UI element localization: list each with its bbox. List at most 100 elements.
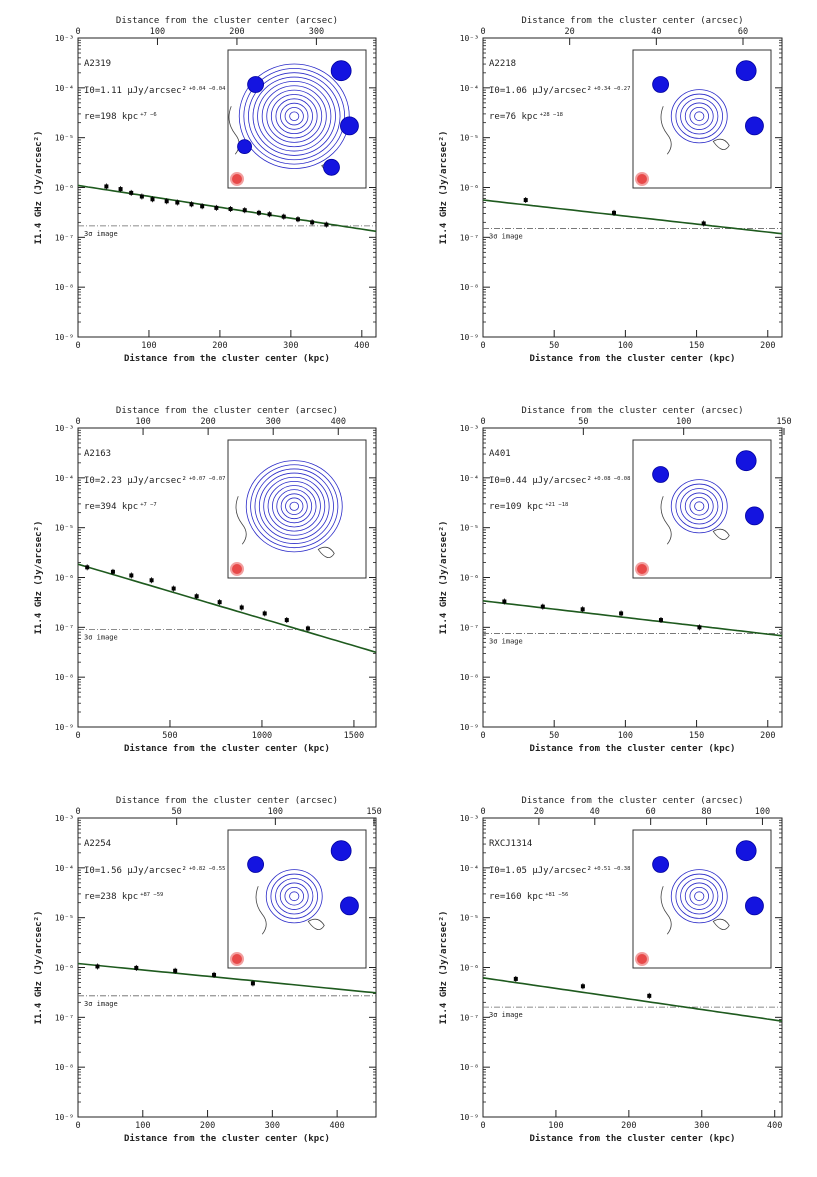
- y-tick-label: 10⁻⁹: [55, 723, 74, 732]
- top-x-axis-label: Distance from the cluster center (arcsec…: [521, 796, 743, 806]
- blue-contour: [280, 493, 308, 520]
- data-point: [173, 968, 178, 973]
- y-tick-label: 10⁻⁵: [55, 134, 74, 143]
- x-tick-label: 50: [549, 731, 559, 741]
- y-tick-label: 10⁻⁷: [55, 233, 74, 242]
- blue-contour: [270, 94, 318, 139]
- x-tick-label: 200: [760, 341, 775, 351]
- data-point: [658, 618, 663, 623]
- data-point: [580, 984, 585, 989]
- blue-contour: [289, 501, 300, 511]
- y-tick-label: 10⁻⁸: [460, 283, 479, 292]
- radio-image-inset: [227, 439, 367, 579]
- grey-contour: [660, 496, 672, 545]
- y-tick-label: 10⁻⁷: [55, 1013, 74, 1022]
- blue-contour: [689, 886, 709, 906]
- grey-contour: [235, 496, 247, 545]
- grey-contour: [317, 546, 335, 558]
- data-point: [262, 611, 267, 616]
- y-tick-label: 10⁻⁹: [55, 1113, 74, 1122]
- y-tick-label: 10⁻⁶: [55, 964, 74, 973]
- data-point: [171, 586, 176, 591]
- chart-panel-a2218: 10⁻⁹10⁻⁸10⁻⁷10⁻⁶10⁻⁵10⁻⁴10⁻³0 50 100 150 200…: [439, 16, 783, 364]
- cluster-name: A401: [489, 449, 511, 459]
- blue-contour: [680, 98, 719, 135]
- cluster-name: A2163: [84, 449, 111, 459]
- masked-source: [745, 506, 764, 526]
- y-tick-label: 10⁻⁶: [460, 574, 479, 583]
- y-tick-label: 10⁻⁹: [460, 723, 479, 732]
- y-axis-label: I1.4 GHz (Jy/arcsec²): [439, 131, 449, 245]
- x-tick-label: 100: [548, 1121, 563, 1131]
- masked-source: [330, 840, 352, 862]
- x-tick-label: 0: [75, 731, 80, 741]
- top-x-tick-label: 100: [150, 27, 165, 37]
- top-x-tick-label: 300: [309, 27, 324, 37]
- top-x-tick-label: 100: [268, 807, 283, 817]
- top-x-tick-label: 60: [646, 807, 656, 817]
- data-point: [149, 578, 154, 583]
- top-x-axis-label: Distance from the cluster center (arcsec…: [116, 16, 338, 26]
- masked-source: [247, 856, 265, 873]
- blue-contour: [254, 468, 334, 544]
- top-x-axis-label: Distance from the cluster center (arcsec…: [521, 406, 743, 416]
- data-point: [242, 208, 247, 213]
- top-x-tick-label: 60: [738, 27, 748, 37]
- data-point: [239, 605, 244, 610]
- blue-contour: [289, 891, 300, 902]
- data-point: [580, 607, 585, 612]
- top-x-tick-label: 0: [480, 807, 485, 817]
- masked-source: [735, 840, 757, 862]
- data-point: [611, 210, 616, 215]
- data-point: [217, 600, 222, 605]
- threshold-label: 3σ image: [489, 1011, 523, 1019]
- x-tick-label: 200: [621, 1121, 636, 1131]
- data-point: [150, 197, 155, 202]
- beam-marker: [230, 562, 244, 576]
- x-axis-label: Distance from the cluster center (kpc): [124, 743, 330, 754]
- data-point: [540, 604, 545, 609]
- model-curve: [77, 563, 377, 654]
- model-curve: [482, 977, 783, 1022]
- cluster-name: RXCJ1314: [489, 839, 532, 849]
- top-x-tick-label: 50: [578, 417, 588, 427]
- data-point: [523, 198, 528, 203]
- y-tick-label: 10⁻⁵: [460, 914, 479, 923]
- cluster-name: A2254: [84, 839, 111, 849]
- x-tick-label: 0: [75, 341, 80, 351]
- masked-source: [652, 466, 669, 483]
- blue-contour: [670, 479, 728, 534]
- threshold-label: 3σ image: [84, 1000, 118, 1008]
- blue-contour: [675, 483, 723, 529]
- i0-parameter: I0=1.56 μJy/arcsec²: [84, 866, 187, 876]
- data-point: [647, 993, 652, 998]
- x-tick-label: 400: [767, 1121, 782, 1131]
- masked-source: [745, 896, 764, 916]
- i0-uncertainty: +0.82 −0.55: [189, 866, 225, 872]
- top-x-tick-label: 100: [135, 417, 150, 427]
- grey-contour: [660, 106, 672, 155]
- y-tick-label: 10⁻³: [55, 814, 74, 823]
- blue-contour: [694, 111, 705, 122]
- blue-contour: [258, 472, 330, 540]
- x-tick-label: 1500: [344, 731, 364, 741]
- y-tick-label: 10⁻³: [460, 424, 479, 433]
- blue-contour: [265, 869, 323, 924]
- re-parameter: re=76 kpc: [489, 112, 538, 122]
- masked-source: [735, 450, 757, 472]
- top-x-tick-label: 300: [266, 417, 281, 427]
- i0-uncertainty: +0.04 −0.04: [189, 86, 226, 92]
- i0-parameter: I0=1.11 μJy/arcsec²: [84, 86, 187, 96]
- threshold-label: 3σ image: [489, 638, 523, 646]
- data-point: [139, 194, 144, 199]
- i0-uncertainty: +0.08 −0.08: [594, 476, 630, 482]
- radio-image-inset: [227, 49, 367, 189]
- x-tick-label: 200: [212, 341, 227, 351]
- cluster-name: A2218: [489, 59, 516, 69]
- y-tick-label: 10⁻³: [460, 814, 479, 823]
- model-curve: [482, 600, 783, 637]
- masked-source: [735, 60, 757, 82]
- x-tick-label: 400: [354, 341, 369, 351]
- y-tick-label: 10⁻⁷: [460, 233, 479, 242]
- cluster-name: A2319: [84, 59, 111, 69]
